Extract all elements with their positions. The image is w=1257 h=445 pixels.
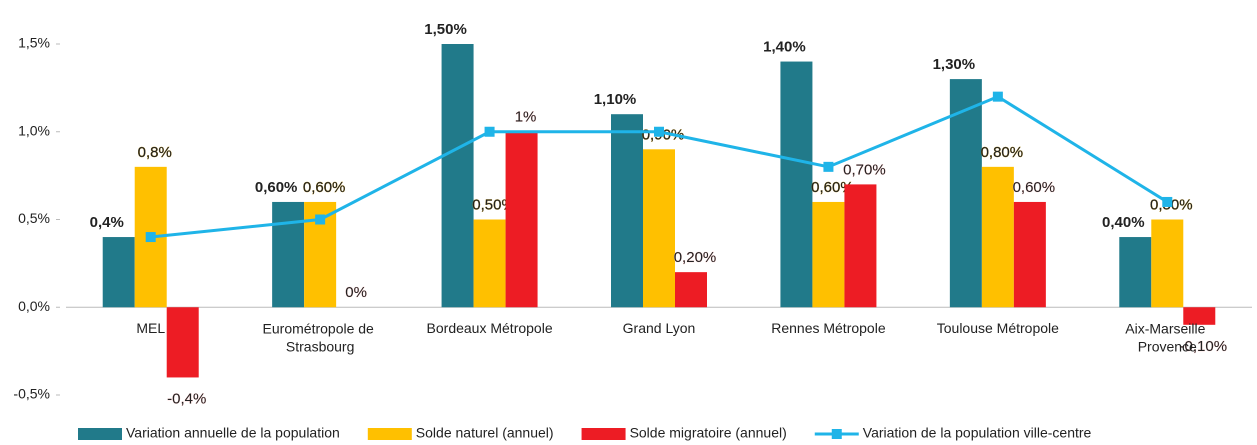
data-label: -0,4% — [167, 390, 206, 407]
x-tick-label: MEL — [136, 320, 165, 336]
legend-swatch — [581, 428, 626, 440]
data-label: 0,60% — [1013, 179, 1056, 196]
data-label: 0,70% — [843, 161, 886, 178]
bar — [780, 61, 813, 308]
bar — [102, 237, 135, 308]
data-label: 0,60% — [811, 179, 854, 196]
bar — [272, 201, 305, 308]
line-marker — [145, 232, 156, 243]
legend-swatch — [367, 428, 412, 440]
data-label: 1,40% — [763, 39, 806, 56]
legend-swatch — [831, 429, 842, 439]
bar — [1013, 201, 1046, 308]
x-tick-label: Aix-Marseille Provence — [1125, 320, 1209, 354]
bar — [473, 219, 506, 308]
data-label: 0% — [345, 284, 367, 301]
data-label: 0,8% — [138, 144, 172, 161]
legend-swatch — [78, 428, 122, 440]
data-label: 0,20% — [674, 249, 717, 266]
bar — [981, 166, 1014, 308]
data-label: -0,10% — [1180, 338, 1228, 355]
bar — [441, 44, 474, 308]
data-label: 0,50% — [472, 196, 515, 213]
line-marker — [823, 161, 834, 172]
line-marker — [484, 126, 495, 137]
bar — [844, 184, 877, 308]
data-label: 1% — [515, 109, 537, 126]
y-tick-label: 1,0% — [18, 122, 50, 138]
y-tick-label: 0,0% — [18, 298, 50, 314]
legend-label: Variation de la population ville-centre — [863, 425, 1092, 441]
x-tick-label: Grand Lyon — [623, 320, 696, 336]
x-tick-label-line: Eurométropole de — [263, 320, 378, 336]
data-label: 1,50% — [424, 21, 467, 38]
x-tick-label: Eurométropole de Strasbourg — [263, 320, 378, 354]
bar — [643, 149, 675, 308]
line-marker — [992, 91, 1003, 102]
x-tick-label: Bordeaux Métropole — [427, 320, 553, 336]
bar — [505, 131, 538, 308]
x-tick-label: Toulouse Métropole — [937, 320, 1059, 336]
data-label: 0,40% — [1102, 214, 1145, 231]
bar — [1151, 219, 1184, 308]
bar — [949, 79, 982, 308]
data-label: 0,80% — [981, 144, 1024, 161]
line-marker — [654, 126, 664, 137]
y-tick-label: 1,5% — [18, 35, 50, 51]
bar — [1119, 237, 1152, 308]
x-tick-label-line: Provence — [1138, 338, 1197, 354]
y-tick-label: 0,5% — [18, 210, 50, 226]
bar — [675, 272, 707, 308]
bar — [812, 201, 845, 308]
line-marker — [1162, 196, 1173, 207]
bar — [166, 307, 199, 378]
bar — [611, 114, 643, 308]
bar — [1183, 307, 1216, 325]
data-label: 0,60% — [303, 179, 346, 196]
x-tick-label-line: Strasbourg — [286, 338, 354, 354]
line-marker — [315, 214, 326, 225]
data-label: 1,10% — [594, 91, 637, 108]
legend-label: Variation annuelle de la population — [126, 425, 340, 441]
legend-label: Solde naturel (annuel) — [416, 425, 554, 441]
x-tick-label: Rennes Métropole — [771, 320, 886, 336]
data-label: 0,4% — [90, 214, 124, 231]
y-tick-label: -0,5% — [13, 386, 50, 402]
legend-label: Solde migratoire (annuel) — [630, 425, 787, 441]
data-label: 1,30% — [933, 56, 976, 73]
x-tick-label-line: Aix-Marseille — [1125, 320, 1209, 336]
data-label: 0,60% — [255, 179, 298, 196]
